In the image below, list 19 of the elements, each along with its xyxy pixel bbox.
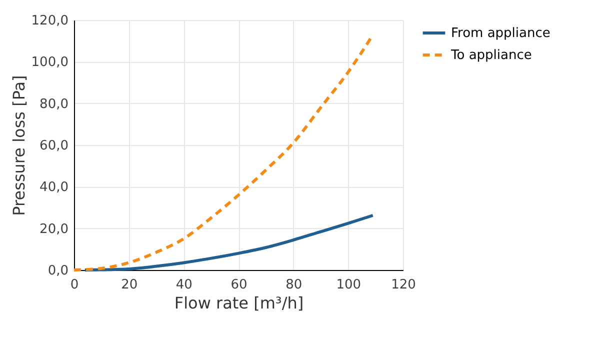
x-tick-label: 60 <box>230 278 248 292</box>
y-tick-label: 60,0 <box>40 138 68 154</box>
y-axis-title: Pressure loss [Pa] <box>9 75 28 216</box>
y-tick-label: 100,0 <box>31 55 68 70</box>
line-series <box>83 214 374 272</box>
y-tick-label: 0,0 <box>48 264 68 278</box>
x-tick-label: 100 <box>336 278 362 292</box>
y-tick-label: 20,0 <box>40 222 68 237</box>
y-tick-label: 120,0 <box>31 14 68 28</box>
legend-label: To appliance <box>450 48 532 63</box>
legend-label: From appliance <box>451 26 550 41</box>
x-tick-label: 20 <box>121 278 138 292</box>
x-axis-title: Flow rate [m³/h] <box>174 294 304 312</box>
y-tick-label: 80,0 <box>40 96 68 112</box>
x-tick-label: 40 <box>176 278 192 292</box>
y-tick-label: 40,0 <box>40 180 68 196</box>
x-tick-label: 120 <box>391 278 416 292</box>
x-tick-label: 0 <box>70 278 79 292</box>
x-tick-label: 80 <box>286 278 302 292</box>
